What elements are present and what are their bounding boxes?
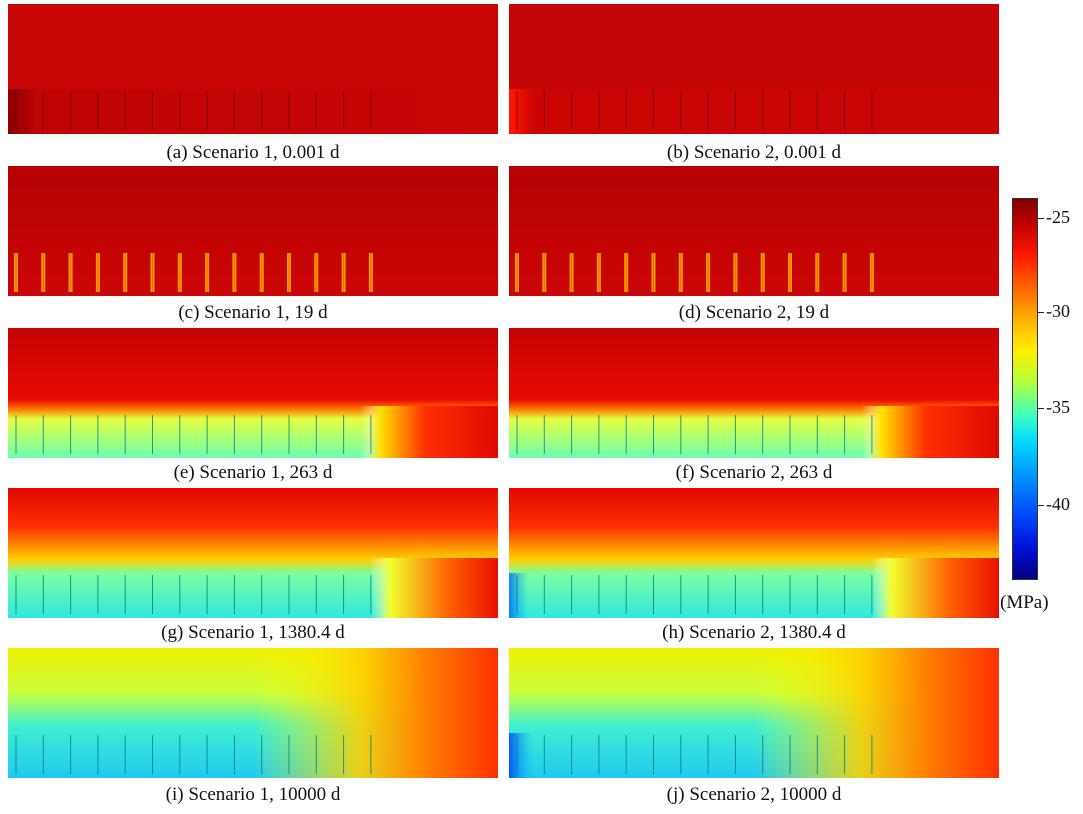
colorbar-tick	[1038, 408, 1044, 409]
colorbar-tick-label: -30	[1046, 301, 1070, 321]
stress-field-image	[8, 4, 498, 134]
panel-caption: (c) Scenario 1, 19 d	[178, 302, 328, 323]
panel-d: (d) Scenario 2, 19 d	[509, 166, 999, 323]
stress-field-image	[509, 328, 999, 458]
stress-field-image	[509, 648, 999, 778]
colorbar-tick	[1038, 218, 1044, 219]
panel-h: (h) Scenario 2, 1380.4 d	[509, 488, 999, 643]
colorbar-tick	[1038, 312, 1044, 313]
panel-caption: (h) Scenario 2, 1380.4 d	[662, 622, 846, 643]
panel-caption: (b) Scenario 2, 0.001 d	[666, 142, 842, 163]
panel-b: (b) Scenario 2, 0.001 d	[509, 4, 999, 163]
panel-caption: (d) Scenario 2, 19 d	[678, 302, 830, 323]
stress-field-image	[509, 4, 999, 134]
stress-field-svg	[8, 166, 498, 296]
panel-e: (e) Scenario 1, 263 d	[8, 328, 498, 483]
panel-caption: (j) Scenario 2, 10000 d	[666, 784, 842, 805]
panel-a: (a) Scenario 1, 0.001 d	[8, 4, 498, 163]
stress-field-svg	[509, 166, 999, 296]
panel-c: (c) Scenario 1, 19 d	[8, 166, 498, 323]
stress-field-svg	[8, 648, 498, 778]
stress-field-svg	[509, 4, 999, 134]
stress-field-svg	[8, 328, 498, 458]
stress-field-svg	[8, 4, 498, 134]
colorbar-gradient	[1012, 198, 1038, 580]
panel-caption: (a) Scenario 1, 0.001 d	[166, 142, 340, 163]
colorbar-tick-label: -40	[1046, 494, 1070, 514]
stress-field-image	[8, 328, 498, 458]
colorbar-tick-label: -25	[1046, 207, 1070, 227]
panel-caption: (f) Scenario 2, 263 d	[675, 462, 833, 483]
panel-i: (i) Scenario 1, 10000 d	[8, 648, 498, 805]
panel-f: (f) Scenario 2, 263 d	[509, 328, 999, 483]
stress-field-image	[509, 488, 999, 618]
panel-j: (j) Scenario 2, 10000 d	[509, 648, 999, 805]
panel-g: (g) Scenario 1, 1380.4 d	[8, 488, 498, 643]
stress-field-svg	[8, 488, 498, 618]
stress-field-image	[8, 648, 498, 778]
stress-field-svg	[509, 648, 999, 778]
stress-field-image	[8, 488, 498, 618]
panel-caption: (e) Scenario 1, 263 d	[173, 462, 333, 483]
panel-caption: (i) Scenario 1, 10000 d	[165, 784, 341, 805]
panel-caption: (g) Scenario 1, 1380.4 d	[161, 622, 345, 643]
colorbar-tick-label: -35	[1046, 397, 1070, 417]
colorbar-unit: (MPa)	[1000, 592, 1049, 613]
stress-field-image	[8, 166, 498, 296]
colorbar: -25 -30 -35 -40	[1012, 198, 1070, 580]
stress-field-svg	[509, 328, 999, 458]
colorbar-tick	[1038, 505, 1044, 506]
stress-field-svg	[509, 488, 999, 618]
stress-field-image	[509, 166, 999, 296]
